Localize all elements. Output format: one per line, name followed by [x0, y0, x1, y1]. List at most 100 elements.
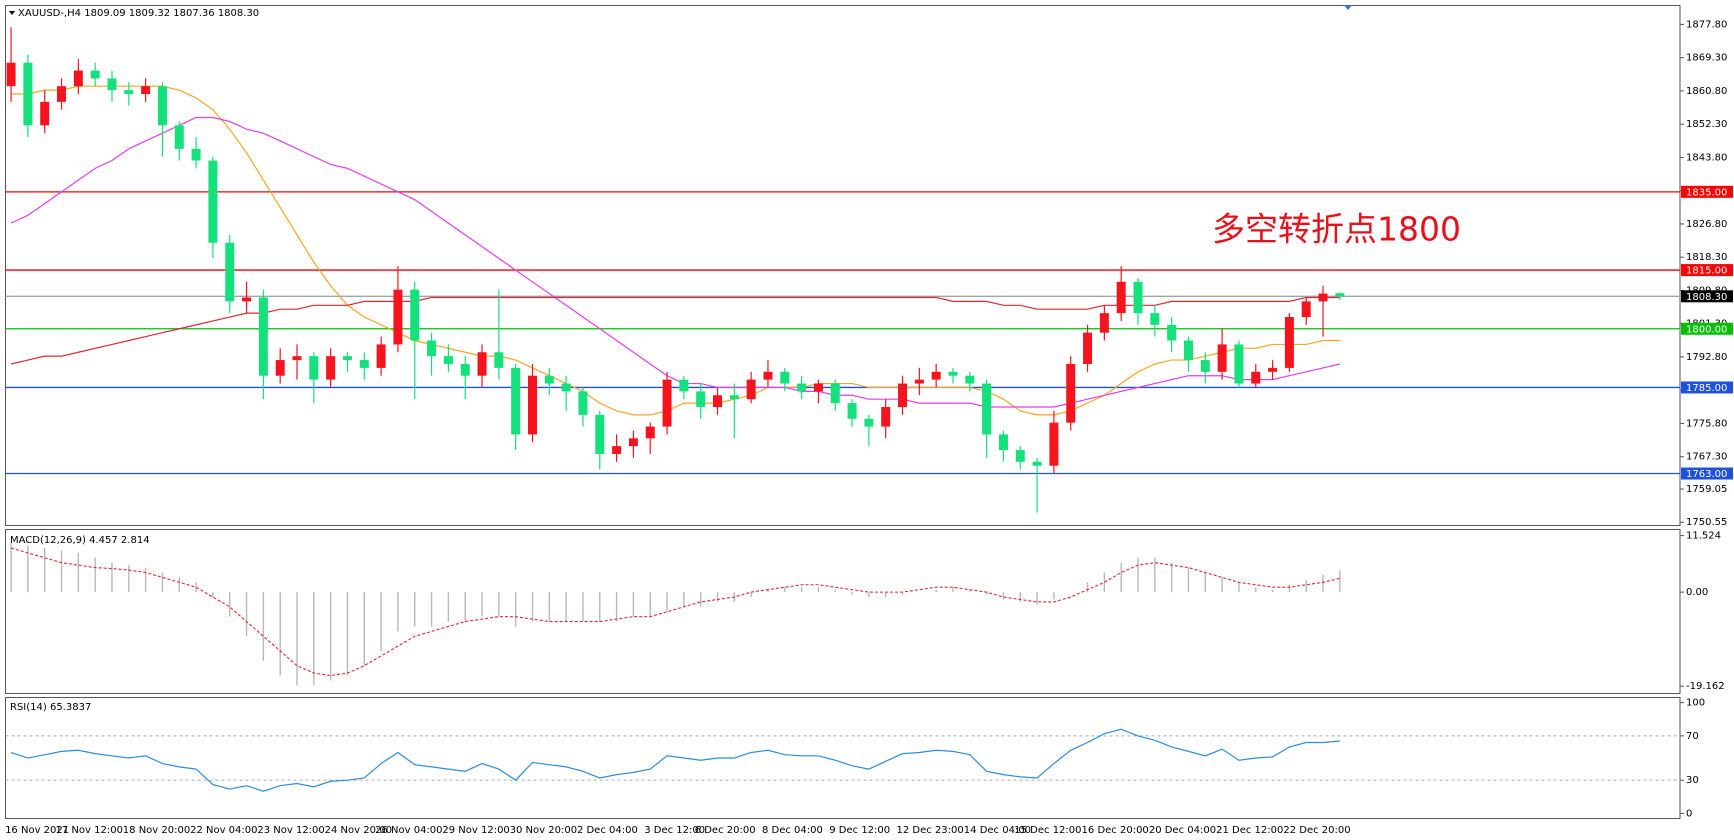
candle-body — [40, 101, 50, 126]
candle-body — [1183, 340, 1193, 361]
x-tick-label: 15 Dec 12:00 — [1014, 825, 1081, 836]
candle-body — [359, 360, 369, 368]
level-label: 1815.00 — [1686, 266, 1727, 277]
macd-bar — [397, 592, 399, 632]
chart-title: XAUUSD-,H4 1809.09 1809.32 1807.36 1808.… — [18, 8, 259, 19]
x-tick-label: 24 Nov 20:00 — [325, 825, 392, 836]
macd-bar — [699, 592, 702, 607]
level-label-box — [1681, 381, 1733, 394]
candle-body — [326, 356, 336, 380]
candle-body — [898, 383, 908, 408]
candle-body — [1217, 344, 1227, 372]
macd-bar — [1137, 557, 1139, 593]
macd-bar — [1187, 567, 1190, 593]
candle-body — [393, 289, 403, 345]
macd-bar — [464, 592, 466, 622]
macd-bar — [649, 592, 651, 617]
candle-body — [292, 356, 302, 361]
macd-bar — [414, 592, 416, 627]
macd-bar — [1019, 592, 1021, 602]
candle-body — [1099, 313, 1109, 333]
macd-bar — [615, 592, 618, 622]
macd-bar — [44, 547, 46, 593]
y-tick-label: 11.524 — [1686, 531, 1721, 542]
candle-body — [1234, 344, 1244, 384]
macd-bar — [716, 592, 719, 602]
macd-bar — [565, 592, 567, 622]
candle-body — [1167, 324, 1177, 341]
macd-bar — [346, 592, 349, 676]
x-tick-label: 17 Nov 12:00 — [56, 825, 123, 836]
macd-bar — [885, 592, 887, 598]
candle-body — [90, 70, 100, 79]
macd-bar — [1103, 572, 1106, 593]
y-tick-label: 1869.30 — [1686, 53, 1727, 64]
candle-body — [427, 340, 437, 357]
ma-line — [10, 116, 1340, 408]
candle-body — [6, 62, 16, 87]
macd-bar — [229, 592, 231, 617]
candle-body — [309, 356, 319, 380]
candle-body — [1116, 281, 1126, 314]
candle-body — [527, 375, 537, 435]
candle-body — [544, 375, 554, 384]
macd-bar — [1086, 582, 1089, 593]
macd-bar — [868, 592, 870, 598]
macd-bar — [430, 592, 433, 627]
candle-body — [477, 352, 487, 376]
x-tick-label: 9 Dec 12:00 — [829, 825, 890, 836]
y-tick-label: 1775.80 — [1686, 418, 1727, 429]
level-label-box — [1681, 322, 1733, 335]
candle-body — [713, 395, 723, 408]
x-tick-label: 22 Nov 04:00 — [190, 825, 257, 836]
candle-body — [1268, 367, 1278, 372]
macd-bar — [1255, 587, 1257, 593]
x-tick-label: 29 Nov 12:00 — [442, 825, 509, 836]
x-tick-label: 18 Nov 20:00 — [123, 825, 190, 836]
candle-body — [612, 446, 622, 454]
chart-title: RSI(14) 65.3837 — [10, 702, 91, 713]
candle-body — [410, 289, 420, 341]
candle-body — [931, 371, 941, 380]
x-tick-label: 26 Nov 04:00 — [375, 825, 442, 836]
macd-bar — [800, 587, 803, 593]
candle-body — [864, 418, 874, 427]
candle-body — [1284, 317, 1294, 368]
x-tick-label: 12 Dec 23:00 — [897, 825, 964, 836]
macd-bar — [1221, 577, 1223, 593]
macd-bar — [1170, 562, 1173, 593]
candle-body — [1066, 363, 1076, 423]
rsi-panel — [5, 697, 1681, 819]
level-label: 1835.00 — [1686, 187, 1727, 198]
signal-line — [10, 547, 1340, 677]
macd-bar — [834, 589, 836, 593]
macd-bar — [514, 592, 517, 627]
macd-bar — [195, 582, 197, 593]
candle-body — [763, 371, 773, 380]
candle-body — [561, 383, 571, 392]
candle-body — [1335, 293, 1345, 297]
candle-body — [914, 379, 924, 384]
y-tick-label: 1792.80 — [1686, 352, 1727, 363]
candle-body — [982, 383, 992, 435]
macd-bar — [935, 589, 937, 593]
candle-body — [628, 438, 638, 447]
macd-bar — [1002, 592, 1005, 600]
candle-body — [1150, 313, 1160, 325]
candle-body — [948, 371, 958, 376]
candle-body — [746, 379, 756, 400]
x-tick-label: 22 Dec 20:00 — [1283, 825, 1350, 836]
macd-bar — [784, 587, 786, 593]
y-tick-label: 1818.30 — [1686, 252, 1727, 263]
y-tick-label: 1843.80 — [1686, 152, 1727, 163]
macd-bar — [296, 592, 298, 686]
macd-bar — [128, 565, 130, 593]
y-tick-label: 1759.05 — [1686, 484, 1727, 495]
macd-bar — [27, 545, 29, 593]
candle-body — [1032, 461, 1042, 466]
y-tick-label: 1750.55 — [1686, 517, 1727, 528]
shift-marker — [1344, 5, 1352, 10]
candle-body — [73, 70, 83, 87]
x-tick-label: 16 Dec 20:00 — [1082, 825, 1149, 836]
x-tick-label: 30 Nov 20:00 — [510, 825, 577, 836]
